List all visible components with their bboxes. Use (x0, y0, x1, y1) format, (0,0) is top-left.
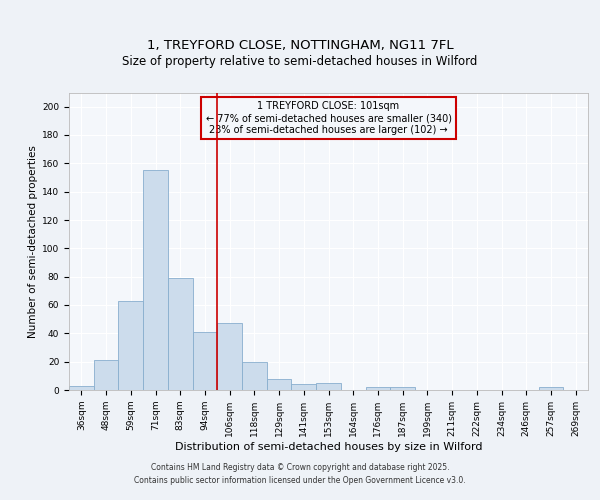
Bar (316, 383, 341, 390)
Bar (193, 332, 217, 390)
Bar (94, 360, 118, 390)
Bar (69, 386, 94, 390)
Text: 1 TREYFORD CLOSE: 101sqm
← 77% of semi-detached houses are smaller (340)
23% of : 1 TREYFORD CLOSE: 101sqm ← 77% of semi-d… (205, 102, 452, 134)
Bar (267, 378, 292, 390)
Y-axis label: Number of semi-detached properties: Number of semi-detached properties (28, 145, 38, 338)
Bar (365, 387, 390, 390)
X-axis label: Distribution of semi-detached houses by size in Wilford: Distribution of semi-detached houses by … (175, 442, 482, 452)
Bar (242, 362, 267, 390)
Bar (168, 278, 193, 390)
Text: Size of property relative to semi-detached houses in Wilford: Size of property relative to semi-detach… (122, 56, 478, 68)
Bar (292, 384, 316, 390)
Bar (217, 324, 242, 390)
Bar (390, 387, 415, 390)
Bar (539, 387, 563, 390)
Text: Contains public sector information licensed under the Open Government Licence v3: Contains public sector information licen… (134, 476, 466, 485)
Text: Contains HM Land Registry data © Crown copyright and database right 2025.: Contains HM Land Registry data © Crown c… (151, 462, 449, 471)
Bar (118, 300, 143, 390)
Bar (143, 170, 168, 390)
Text: 1, TREYFORD CLOSE, NOTTINGHAM, NG11 7FL: 1, TREYFORD CLOSE, NOTTINGHAM, NG11 7FL (146, 40, 454, 52)
